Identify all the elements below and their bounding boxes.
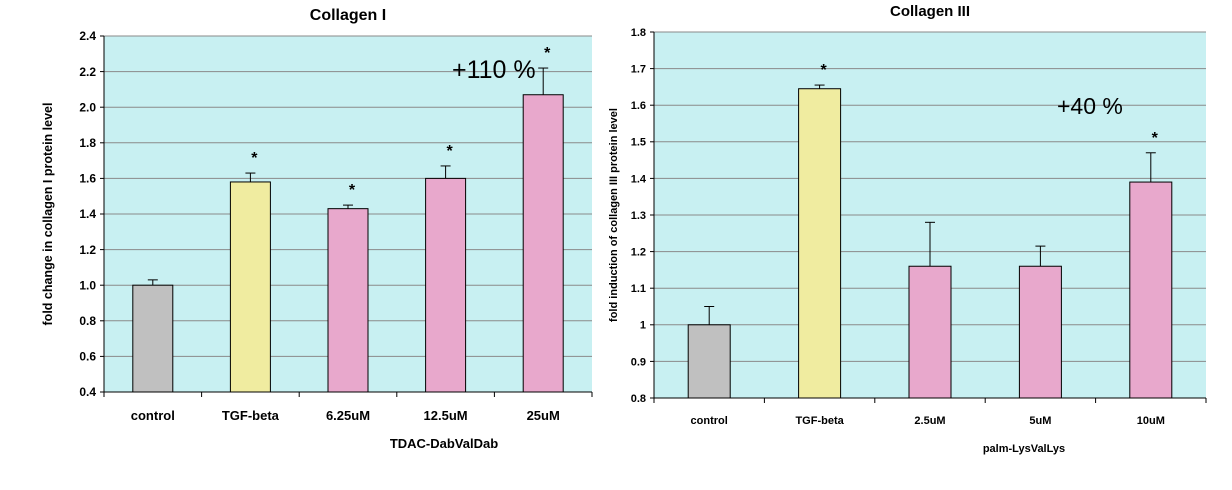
- bar: [132, 284, 174, 393]
- y-tick-label: 1.1: [631, 283, 646, 295]
- y-tick-label: 0.8: [79, 314, 96, 328]
- y-tick-label: 1.7: [631, 63, 646, 75]
- significance-star: *: [349, 182, 356, 199]
- significance-star: *: [446, 143, 453, 160]
- y-tick-label: 1.4: [631, 173, 647, 185]
- significance-star: *: [820, 62, 827, 79]
- x-category-label: TGF-beta: [222, 408, 280, 423]
- bar: [327, 208, 369, 393]
- chart-title: Collagen I: [310, 7, 386, 24]
- y-axis-label: fold change in collagen I protein level: [41, 103, 55, 326]
- y-tick-label: 1.5: [631, 137, 646, 149]
- y-tick-label: 0.6: [79, 350, 96, 364]
- y-tick-label: 1.2: [79, 243, 96, 257]
- y-tick-label: 2.4: [79, 29, 96, 43]
- bar: [1129, 181, 1173, 399]
- y-tick-label: 0.4: [79, 385, 96, 399]
- y-tick-label: 1.8: [631, 27, 646, 39]
- y-tick-label: 1.0: [79, 278, 96, 292]
- x-category-label: 10uM: [1137, 415, 1165, 427]
- percent-annotation: +40 %: [1057, 93, 1123, 119]
- y-tick-label: 1.6: [631, 100, 646, 112]
- x-category-label: 2.5uM: [914, 415, 945, 427]
- significance-star: *: [544, 45, 551, 62]
- y-tick-label: 0.8: [631, 393, 646, 405]
- x-category-label: 25uM: [527, 408, 560, 423]
- y-tick-label: 1: [640, 320, 646, 332]
- y-tick-label: 1.2: [631, 246, 646, 258]
- percent-annotation: +110 %: [452, 56, 536, 84]
- x-axis-label: palm-LysValLys: [983, 443, 1065, 455]
- x-category-label: 6.25uM: [326, 408, 370, 423]
- y-tick-label: 1.8: [79, 136, 96, 150]
- significance-star: *: [251, 150, 258, 167]
- x-axis-label: TDAC-DabValDab: [390, 436, 498, 451]
- x-category-label: 12.5uM: [424, 408, 468, 423]
- y-tick-label: 1.6: [79, 172, 96, 186]
- significance-star: *: [1152, 130, 1159, 147]
- bar: [522, 94, 564, 393]
- bar: [908, 265, 952, 399]
- bar: [1018, 265, 1062, 399]
- x-category-label: control: [131, 408, 175, 423]
- y-tick-label: 1.4: [79, 207, 96, 221]
- x-category-label: TGF-beta: [795, 415, 844, 427]
- bar: [687, 324, 731, 399]
- chart-title: Collagen III: [890, 3, 970, 20]
- y-tick-label: 1.3: [631, 210, 646, 222]
- bar: [798, 88, 842, 399]
- y-tick-label: 0.9: [631, 356, 646, 368]
- y-axis-label: fold induction of collagen III protein l…: [608, 108, 620, 322]
- x-category-label: 5uM: [1029, 415, 1051, 427]
- y-tick-label: 2.0: [79, 100, 96, 114]
- y-tick-label: 2.2: [79, 65, 96, 79]
- x-category-label: control: [691, 415, 728, 427]
